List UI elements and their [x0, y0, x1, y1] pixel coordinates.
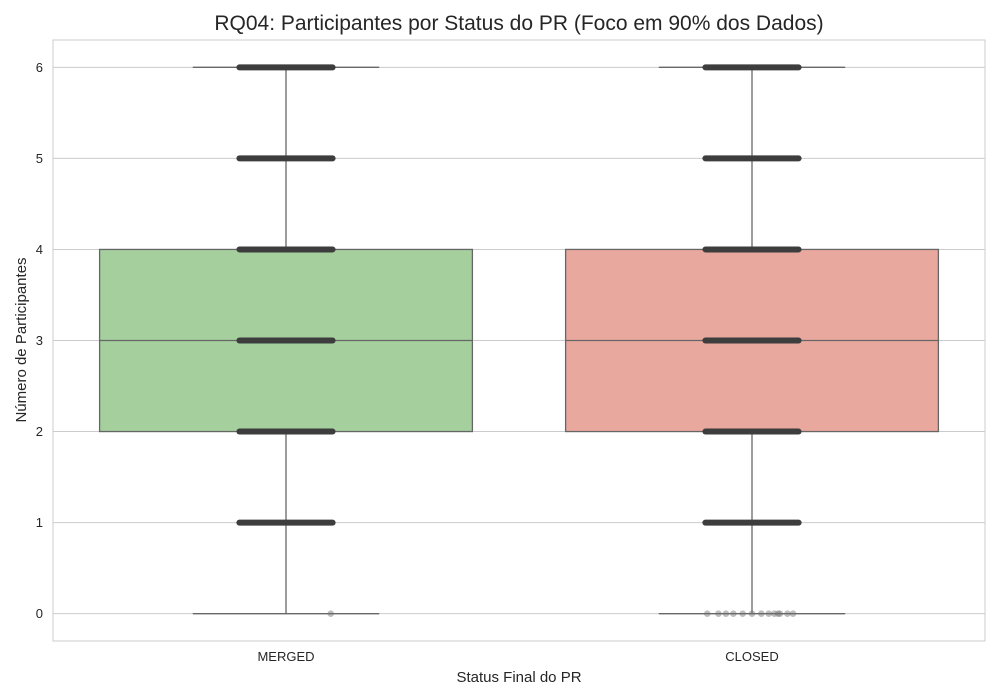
point-merged-0: [327, 610, 335, 617]
point-closed-13: [789, 610, 797, 617]
point-closed-3: [722, 610, 730, 617]
y-tick-label-2: 2: [36, 424, 43, 439]
y-tick-label-5: 5: [36, 151, 43, 166]
point-closed-12: [784, 610, 791, 617]
point-closed-11: [776, 610, 784, 617]
point-closed-9: [771, 610, 778, 617]
point-closed-6: [748, 610, 756, 617]
x-tick-label-closed: CLOSED: [725, 649, 778, 664]
plot-frame: [52, 39, 986, 642]
strip-points-layer: [236, 64, 802, 617]
x-tick-labels: MERGED CLOSED: [257, 649, 778, 664]
point-closed-10: [774, 610, 782, 617]
point-closed-1: [703, 610, 711, 617]
y-tick-label-1: 1: [36, 515, 43, 530]
x-tick-label-merged: MERGED: [257, 649, 314, 664]
y-tick-label-0: 0: [36, 606, 43, 621]
point-closed-4: [730, 610, 737, 617]
y-tick-label-6: 6: [36, 60, 43, 75]
x-axis-label: Status Final do PR: [456, 669, 581, 686]
point-closed-7: [758, 610, 765, 617]
y-tick-labels: 0 1 2 3 4 5 6: [36, 60, 43, 621]
y-tick-label-3: 3: [36, 333, 43, 348]
point-closed-5: [739, 610, 746, 617]
chart-title: RQ04: Participantes por Status do PR (Fo…: [214, 12, 823, 35]
y-tick-label-4: 4: [36, 242, 43, 257]
point-closed-8: [765, 610, 773, 617]
point-closed-2: [715, 610, 722, 617]
y-axis-label: Número de Participantes: [13, 257, 30, 422]
